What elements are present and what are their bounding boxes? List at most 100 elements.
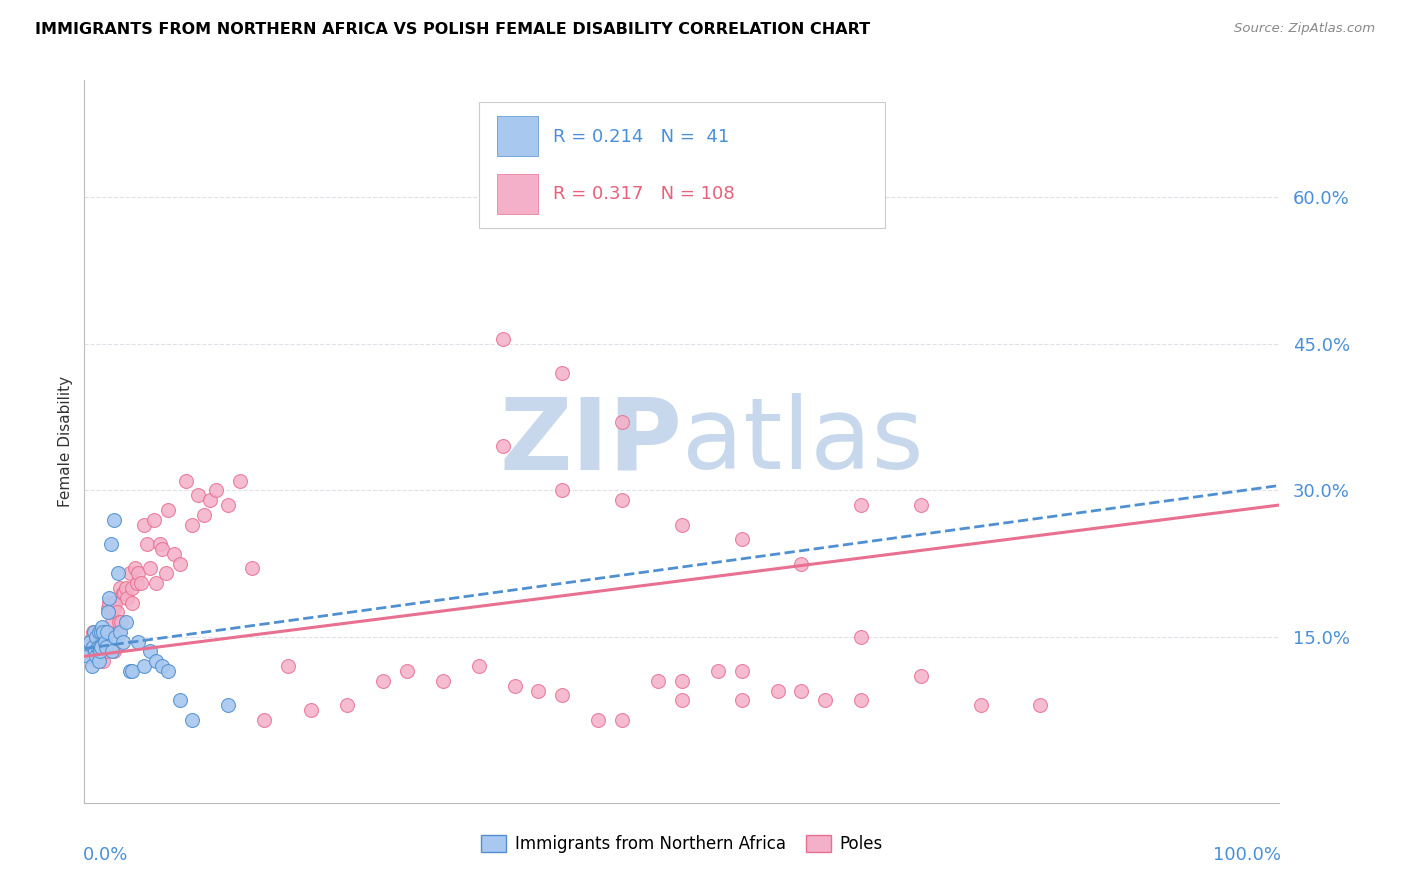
Point (135, 537, 157, 551)
Point (492, 332, 515, 346)
Point (90, 624, 112, 639)
Point (588, 713, 610, 727)
Text: 100.0%: 100.0% (1212, 847, 1281, 864)
Point (790, 683, 813, 698)
Point (612, 493, 634, 508)
Point (187, 488, 209, 502)
Point (79, 634, 101, 648)
Point (103, 513, 125, 527)
Point (82, 644, 104, 658)
Point (115, 581, 138, 595)
Point (111, 634, 134, 648)
Point (253, 713, 276, 727)
Point (814, 693, 837, 707)
Point (107, 566, 129, 581)
Point (83, 624, 105, 639)
Point (84, 644, 107, 658)
Point (103, 600, 125, 615)
Point (91, 630, 114, 644)
Point (77, 634, 100, 648)
Point (527, 683, 550, 698)
Point (89, 644, 111, 658)
Point (87, 624, 110, 639)
Point (373, 673, 395, 688)
Point (87, 640, 110, 654)
Point (101, 596, 124, 610)
Point (181, 517, 204, 532)
Point (149, 537, 172, 551)
Point (1029, 698, 1052, 713)
Point (155, 566, 177, 581)
Point (79, 649, 101, 664)
Point (492, 439, 515, 453)
Point (98, 596, 121, 610)
Point (112, 586, 135, 600)
Point (86, 649, 108, 664)
Point (87, 654, 110, 668)
Point (110, 615, 132, 630)
Point (205, 483, 228, 498)
Point (118, 664, 141, 678)
Point (100, 537, 122, 551)
Point (89, 624, 111, 639)
Point (103, 644, 125, 658)
Point (111, 586, 134, 600)
Point (766, 683, 789, 698)
Point (104, 630, 127, 644)
Point (198, 493, 221, 508)
Point (125, 576, 148, 591)
Point (851, 498, 873, 512)
Text: R = 0.317   N = 108: R = 0.317 N = 108 (553, 186, 734, 203)
Point (98, 591, 121, 605)
Point (157, 503, 180, 517)
Point (90, 649, 112, 664)
Point (94, 644, 117, 658)
Point (91, 620, 114, 634)
Point (101, 615, 124, 630)
Point (396, 664, 419, 678)
Point (96, 624, 118, 639)
Point (731, 664, 754, 678)
Point (229, 474, 252, 488)
Point (301, 703, 323, 717)
Point (100, 606, 122, 620)
Y-axis label: Female Disability: Female Disability (58, 376, 73, 508)
Text: Source: ZipAtlas.com: Source: ZipAtlas.com (1234, 22, 1375, 36)
Point (150, 541, 173, 556)
Point (90, 640, 112, 654)
Text: IMMIGRANTS FROM NORTHERN AFRICA VS POLISH FEMALE DISABILITY CORRELATION CHART: IMMIGRANTS FROM NORTHERN AFRICA VS POLIS… (35, 22, 870, 37)
Point (551, 689, 574, 703)
Point (145, 576, 167, 591)
Point (86, 640, 108, 654)
Point (121, 581, 143, 595)
Point (150, 659, 173, 673)
Point (671, 673, 693, 688)
Point (790, 557, 813, 571)
Point (121, 664, 143, 678)
Point (468, 659, 491, 673)
Text: atlas: atlas (682, 393, 924, 490)
Point (84, 644, 107, 658)
Point (104, 596, 127, 610)
Point (108, 615, 131, 630)
Point (910, 498, 932, 512)
Point (240, 561, 263, 575)
Text: 0.0%: 0.0% (83, 847, 128, 864)
Point (707, 664, 730, 678)
Point (132, 659, 156, 673)
Legend: Immigrants from Northern Africa, Poles: Immigrants from Northern Africa, Poles (475, 828, 889, 860)
Text: R = 0.214   N =  41: R = 0.214 N = 41 (553, 128, 730, 145)
Point (432, 673, 454, 688)
Point (169, 693, 191, 707)
Point (91, 644, 114, 658)
Point (612, 415, 634, 429)
Point (89, 640, 111, 654)
Point (139, 561, 162, 575)
Point (145, 654, 167, 668)
Point (86, 630, 108, 644)
Point (93, 654, 115, 668)
Point (90, 640, 112, 654)
Point (84, 634, 107, 648)
Point (93, 640, 115, 654)
Point (551, 483, 574, 498)
